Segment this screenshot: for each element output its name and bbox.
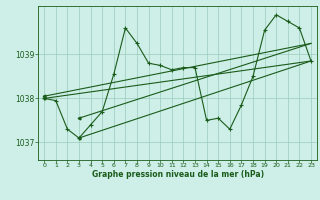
X-axis label: Graphe pression niveau de la mer (hPa): Graphe pression niveau de la mer (hPa) [92, 170, 264, 179]
